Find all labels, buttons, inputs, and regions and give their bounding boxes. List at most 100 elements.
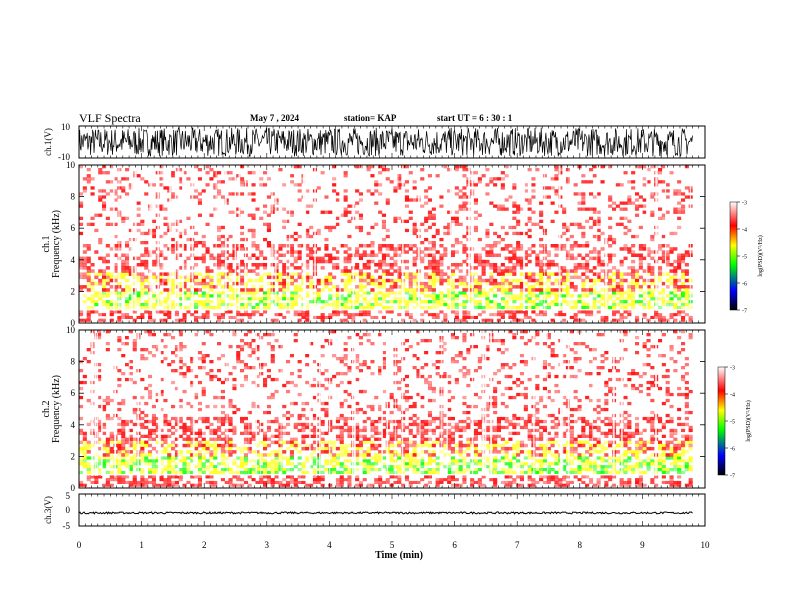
spectrogram-cell	[424, 285, 429, 289]
spectrogram-cell	[282, 440, 287, 445]
spectrogram-cell	[473, 183, 478, 187]
spectrogram-cell	[312, 446, 317, 451]
spectrogram-cell	[293, 285, 298, 289]
spectrogram-cell	[631, 288, 636, 292]
spectrogram-cell	[665, 189, 670, 193]
spectrogram-cell	[589, 250, 594, 254]
spectrogram-cell	[516, 446, 521, 451]
spectrogram-cell	[631, 269, 636, 273]
spectrogram-cell	[658, 168, 663, 172]
spectrogram-cell	[516, 416, 521, 421]
spectrogram-cell	[251, 297, 256, 301]
spectrogram-cell	[539, 237, 544, 242]
spectrogram-cell	[397, 425, 402, 430]
spectrogram-cell	[136, 291, 141, 295]
spectrogram-cell	[619, 300, 624, 304]
spectrogram-cell	[542, 310, 547, 314]
spectrogram-cell	[454, 210, 459, 214]
spectrogram-cell	[608, 195, 613, 199]
spectrogram-cell	[136, 315, 141, 319]
spectrogram-cell	[190, 428, 195, 433]
spectrogram-cell	[125, 263, 130, 267]
spectrogram-cell	[136, 263, 141, 267]
spectrogram-cell	[585, 275, 590, 280]
spectrogram-gap	[544, 165, 545, 311]
spectrogram-cell	[389, 247, 394, 251]
spectrogram-cell	[500, 437, 505, 441]
spectrogram-cell	[105, 478, 110, 482]
spectrogram-cell	[335, 216, 340, 220]
spectrogram-cell	[646, 269, 651, 273]
spectrogram-cell	[159, 428, 164, 433]
spectrogram-cell	[458, 291, 463, 295]
spectrogram-cell	[240, 281, 245, 286]
spectrogram-cell	[504, 244, 509, 248]
spectrogram-cell	[673, 272, 678, 276]
spectrogram-cell	[297, 244, 302, 248]
spectrogram-cell	[454, 443, 459, 448]
spectrogram-cell	[554, 440, 559, 445]
spectrogram-cell	[278, 459, 283, 463]
spectrogram-cell	[228, 177, 233, 181]
spectrogram-cell	[167, 470, 172, 475]
spectrogram-cell	[232, 281, 237, 286]
spectrogram-cell	[178, 186, 183, 190]
spectrogram-cell	[228, 483, 233, 487]
spectrogram-cell	[585, 305, 590, 310]
spectrogram-cell	[496, 207, 501, 211]
spectrogram-cell	[194, 431, 199, 435]
spectrogram-cell	[297, 428, 302, 433]
spectrogram-cell	[554, 272, 559, 276]
spectrogram-cell	[539, 313, 544, 317]
spectrogram-cell	[263, 237, 268, 242]
spectrogram-cell	[255, 425, 260, 430]
spectrogram-cell	[247, 315, 252, 319]
spectrogram-cell	[324, 247, 329, 251]
spectrogram-cell	[374, 315, 379, 319]
spectrogram-cell	[608, 198, 613, 202]
spectrogram-cell	[585, 446, 590, 451]
spectrogram-cell	[688, 456, 693, 460]
spectrogram-cell	[293, 259, 298, 264]
spectrogram-cell	[619, 297, 624, 301]
spectrogram-cell	[577, 201, 582, 205]
spectrogram-cell	[542, 247, 547, 251]
spectrogram-cell	[504, 165, 509, 169]
spectrogram-cell	[343, 297, 348, 301]
spectrogram-cell	[569, 480, 574, 484]
spectrogram-cell	[450, 281, 455, 286]
spectrogram-cell	[443, 225, 448, 230]
spectrogram-cell	[408, 315, 413, 319]
spectrogram-cell	[531, 310, 536, 314]
spectrogram-cell	[151, 219, 156, 223]
spectrogram-cell	[673, 303, 678, 307]
spectrogram-cell	[385, 310, 390, 314]
spectrogram-cell	[466, 440, 471, 445]
spectrogram-cell	[201, 294, 206, 298]
spectrogram-cell	[297, 198, 302, 202]
spectrogram-cell	[393, 297, 398, 301]
spectrogram-cell	[151, 234, 156, 239]
spectrogram-cell	[404, 165, 409, 169]
spectrogram-cell	[496, 281, 501, 286]
spectrogram-cell	[661, 216, 666, 220]
spectrogram-cell	[519, 303, 524, 307]
spectrogram-cell	[454, 305, 459, 310]
spectrogram-cell	[312, 468, 317, 472]
spectrogram-cell	[447, 189, 452, 193]
spectrogram-cell	[86, 443, 91, 448]
spectrogram-cell	[190, 416, 195, 421]
spectrogram-cell	[174, 475, 179, 479]
spectrogram-cell	[539, 291, 544, 295]
spectrogram-cell	[140, 303, 145, 307]
spectrogram-cell	[186, 237, 191, 242]
spectrogram-cell	[109, 291, 114, 295]
spectrogram-cell	[335, 310, 340, 314]
spectrogram-cell	[305, 483, 310, 487]
spectrogram-cell	[627, 446, 632, 451]
spectrogram-cell	[228, 294, 233, 298]
spectrogram-cell	[217, 437, 222, 441]
spectrogram-cell	[94, 300, 99, 304]
spectrogram-cell	[362, 437, 367, 441]
spectrogram-cell	[650, 462, 655, 466]
